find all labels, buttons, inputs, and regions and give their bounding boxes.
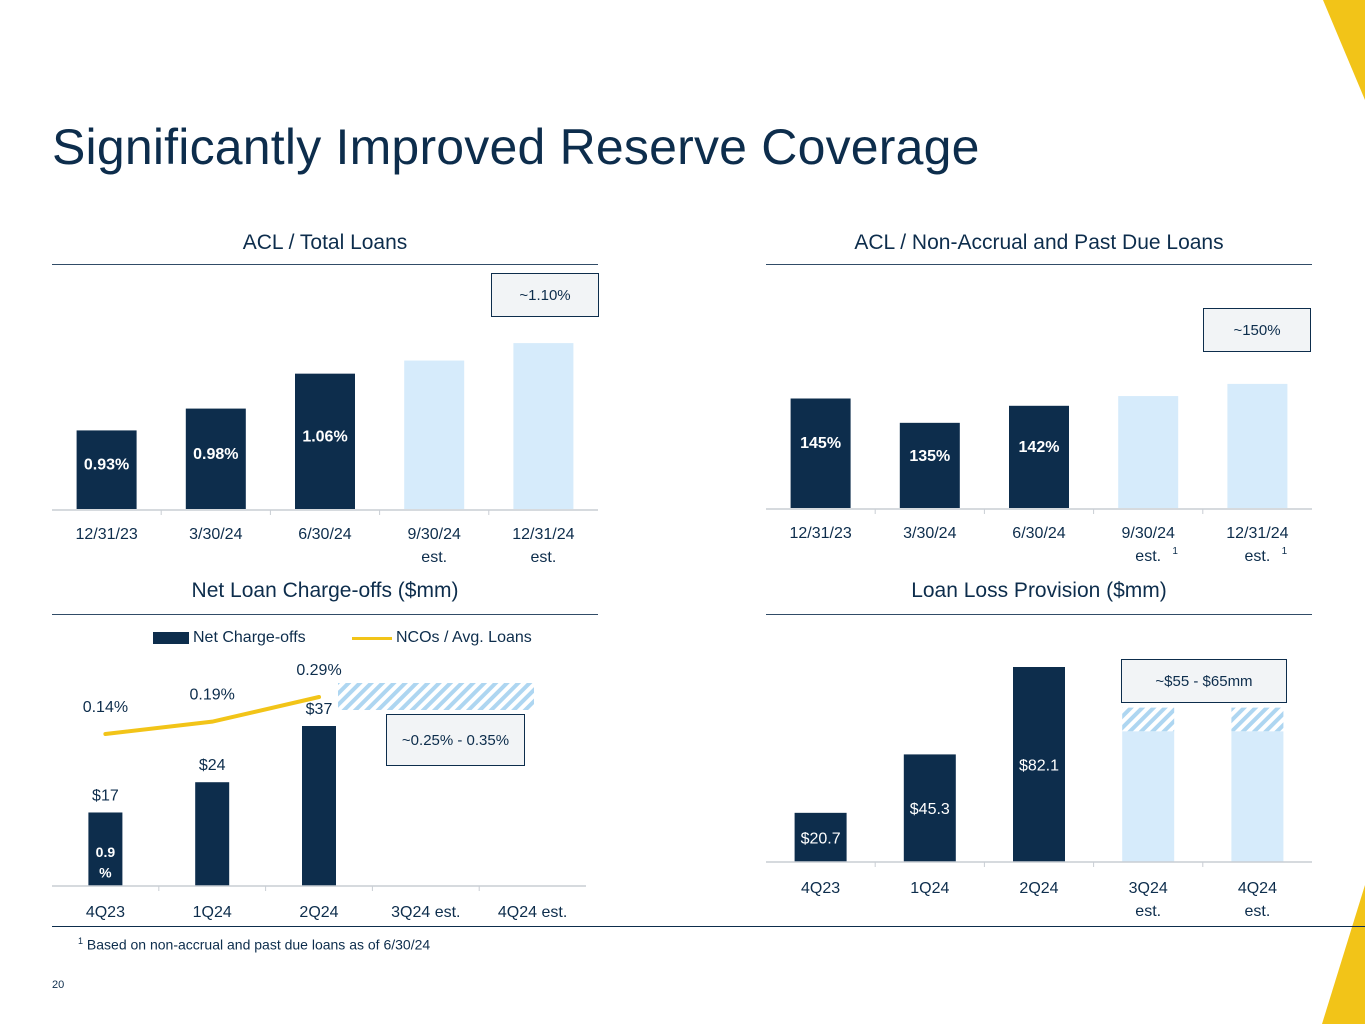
footnote-ref: 1 [1172,546,1178,557]
bar-value-label: $17 [92,787,119,804]
bar-value-label: 135% [909,448,950,465]
chart-loan-loss-provision: $20.7 4Q23 $45.3 1Q24 $82.1 2Q24 3Q24 est. 4Q24 e… [766,667,1312,920]
bar-value-label: 0.98% [193,446,238,463]
chart-net-charge-offs: $17 0.14% 4Q23 $24 0.19% 1Q24 $37 0.29% 2Q24 3Q24… [52,662,586,921]
footnote-text: Based on non-accrual and past due loans … [86,936,431,953]
callout-acl-total-loans: ~1.10% [491,273,599,317]
bar-12-31-23 [790,398,851,508]
chart-title-acl-nonaccrual: ACL / Non-Accrual and Past Due Loans [854,231,1224,254]
divider [52,264,598,265]
callout-acl-nonaccrual: ~150% [1203,308,1311,352]
x-tick-label: 9/30/24 est. [1122,525,1175,565]
bar-4Q23 [794,812,847,862]
x-tick-label: 6/30/24 [298,526,351,543]
bar-12-31-23 [76,430,137,509]
bar-value-label: $82.1 [1019,758,1059,775]
bar-value-label: 1.06% [302,428,347,445]
x-tick-label: 3/30/24 [189,526,242,543]
line-value-label: 0.14% [83,699,128,716]
page-title: Significantly Improved Reserve Coverage [52,119,980,175]
bar-4Q23 [88,812,123,886]
gold-accent-bottom [1322,885,1365,1024]
bar-3-30-24 [185,408,246,509]
x-tick-label: 9/30/24 est. [408,526,461,566]
bar-2Q24 [1013,667,1065,862]
bar-value-label: 0.93% [84,457,129,474]
divider [52,614,598,615]
bar-4Q24 [1231,731,1284,862]
legend-item-ncos-avg-loans: NCOs / Avg. Loans [352,629,532,647]
legend-swatch-bar [153,632,189,644]
x-tick-label: 3/30/24 [903,525,956,542]
gold-accent-top [1323,0,1365,100]
x-tick-label: 2Q24 [299,904,338,921]
estimate-range-band [338,683,534,710]
x-tick-label: 4Q23 [801,880,840,897]
bar-6-30-24 [295,373,355,509]
bar-value-label: $24 [199,757,226,774]
bar-1Q24 [195,782,230,886]
bar-3-30-24 [899,422,960,508]
chart-title-loan-loss-provision: Loan Loss Provision ($mm) [911,579,1167,602]
x-tick-label: 4Q24 est. [1238,880,1277,920]
bar-value-label: 142% [1019,439,1060,456]
x-tick-label: 4Q24 est. [498,904,567,921]
x-tick-label: 1Q24 [193,904,232,921]
callout-loan-loss-provision: ~$55 - $65mm [1121,659,1287,703]
legend-label: Net Charge-offs [193,629,306,646]
x-tick-label: 2Q24 [1019,880,1058,897]
divider [766,614,1312,615]
bar-9-30-24 [404,360,465,509]
chart-title-acl-total-loans: ACL / Total Loans [242,231,408,254]
line-value-label: 0.29% [296,662,341,679]
x-tick-label: 12/31/24 est. [512,526,574,566]
bar-12-31-24 [513,343,574,509]
bar-3Q24 [1122,731,1175,862]
ncos-line [103,695,321,736]
x-tick-label: 4Q23 [86,904,125,921]
chart-acl-total-loans: 0.93% 12/31/23 0.98% 3/30/24 1.06% 6/30/24 9/3… [52,343,598,566]
x-tick-label: 12/31/23 [789,525,851,542]
bar-inner-label: 0.9% [96,844,116,880]
bar-value-label: $45.3 [910,801,950,818]
bar-9-30-24 [1118,396,1179,508]
callout-net-charge-offs: ~0.25% - 0.35% [386,714,525,766]
legend-swatch-line [352,636,392,640]
bar-value-label: 145% [800,435,841,452]
x-tick-label: 12/31/24 est. [1226,525,1288,565]
bar-value-label: $37 [306,701,333,718]
chart-acl-nonaccrual: 145% 12/31/23 135% 3/30/24 142% 6/30/24 9/30/2… [766,383,1312,565]
page-number: 20 [52,979,65,991]
estimate-range-band [1231,707,1284,732]
divider [766,264,1312,265]
footnote: 1 Based on non-accrual and past due loan… [78,936,430,953]
x-tick-label: 3Q24 est. [391,904,460,921]
legend-label: NCOs / Avg. Loans [396,629,532,646]
bar-6-30-24 [1009,405,1069,508]
estimate-range-band [1122,707,1175,732]
x-tick-label: 6/30/24 [1012,525,1065,542]
bar-12-31-24 [1227,383,1288,508]
footnote-marker: 1 [78,936,84,946]
footnote-ref: 1 [1282,546,1288,557]
x-tick-label: 1Q24 [910,880,949,897]
bar-1Q24 [903,754,956,862]
chart-title-net-charge-offs: Net Loan Charge-offs ($mm) [191,579,459,602]
bar-2Q24 [302,726,336,886]
x-tick-label: 3Q24 est. [1129,880,1168,920]
legend-item-net-charge-offs: Net Charge-offs [153,629,306,647]
x-tick-label: 12/31/23 [75,526,137,543]
footer-divider [52,926,1365,927]
line-value-label: 0.19% [190,687,235,704]
bar-value-label: $20.7 [801,830,841,847]
